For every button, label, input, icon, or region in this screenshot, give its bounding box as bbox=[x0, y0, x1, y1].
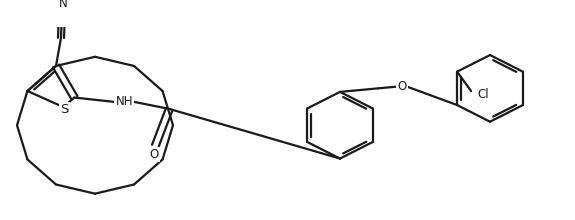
Text: O: O bbox=[150, 148, 159, 161]
Text: NH: NH bbox=[116, 95, 133, 108]
Text: Cl: Cl bbox=[477, 88, 489, 101]
Text: O: O bbox=[397, 80, 407, 93]
Text: N: N bbox=[59, 0, 67, 10]
Text: S: S bbox=[60, 103, 68, 116]
